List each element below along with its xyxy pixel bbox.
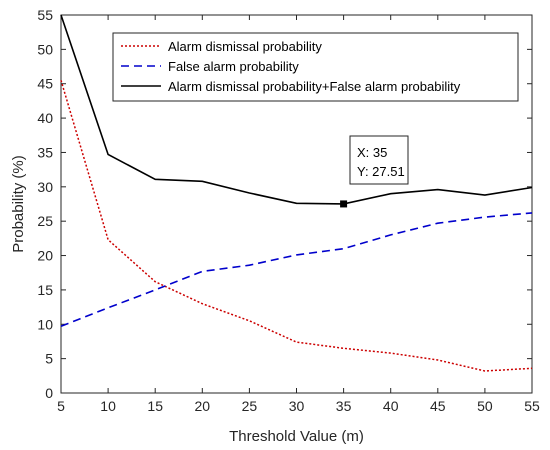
y-tick-label: 0	[45, 385, 53, 401]
legend-entry: Alarm dismissal probability+False alarm …	[168, 79, 461, 94]
y-tick-label: 55	[37, 7, 53, 23]
x-tick-label: 15	[147, 398, 163, 414]
x-tick-label: 45	[430, 398, 446, 414]
y-tick-label: 40	[37, 110, 53, 126]
y-tick-label: 15	[37, 282, 53, 298]
y-tick-label: 45	[37, 76, 53, 92]
legend-box	[112, 32, 519, 102]
legend-entry: Alarm dismissal probability	[168, 39, 322, 54]
y-tick-label: 5	[45, 351, 53, 367]
legend: Alarm dismissal probability False alarm p…	[112, 32, 519, 102]
x-tick-label: 5	[57, 398, 65, 414]
x-axis-label: Threshold Value (m)	[229, 428, 364, 445]
x-tick-label: 30	[289, 398, 305, 414]
datatip[interactable]: X: 35 Y: 27.51	[340, 135, 409, 208]
y-tick-label: 30	[37, 179, 53, 195]
y-tick-label: 50	[37, 41, 53, 57]
y-tick-label: 35	[37, 144, 53, 160]
x-tick-label: 25	[242, 398, 258, 414]
legend-entry: False alarm probability	[168, 59, 299, 74]
x-tick-label: 20	[195, 398, 211, 414]
axis-ticks: 5 10 15 20 25 30 35 40 45 50 550510152025303540455…	[37, 7, 540, 414]
x-tick-label: 10	[100, 398, 116, 414]
series-line-1	[60, 80, 533, 372]
x-tick-label: 55	[524, 398, 540, 414]
y-tick-label: 10	[37, 316, 53, 332]
y-tick-label: 25	[37, 213, 53, 229]
x-tick-label: 35	[336, 398, 352, 414]
x-tick-label: 40	[383, 398, 399, 414]
y-axis-label: Probability (%)	[10, 155, 27, 253]
datatip-x-label: X: 35	[357, 145, 387, 160]
y-tick-label: 20	[37, 248, 53, 264]
datatip-marker[interactable]	[340, 200, 348, 208]
x-tick-label: 50	[477, 398, 493, 414]
series-line-2	[60, 212, 533, 328]
datatip-box	[349, 135, 409, 185]
datatip-y-label: Y: 27.51	[357, 164, 405, 179]
series-lines	[60, 14, 533, 372]
series-line-3	[60, 14, 533, 205]
